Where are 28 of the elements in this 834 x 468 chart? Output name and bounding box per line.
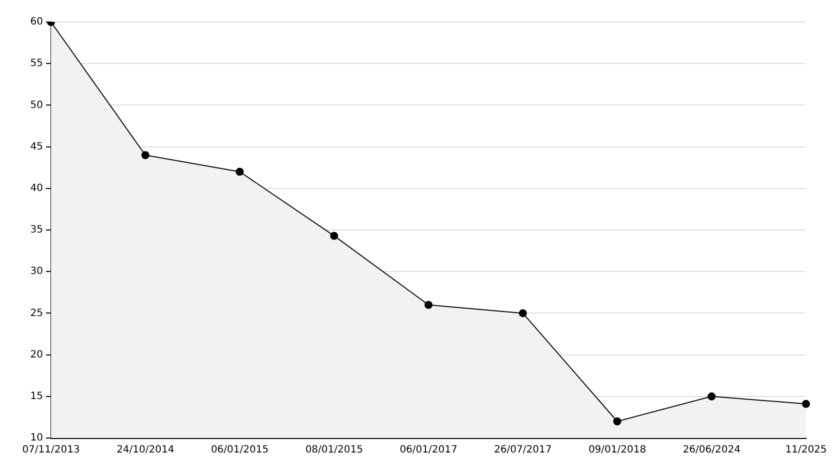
- x-tick-label: 06/01/2017: [400, 444, 458, 456]
- x-tick-label: 09/01/2018: [588, 444, 646, 456]
- point: [236, 168, 244, 176]
- y-tick-label: 55: [30, 58, 43, 70]
- y-tick-label: 45: [30, 141, 43, 152]
- point: [613, 417, 622, 426]
- x-tick-label: 07/11/2013: [22, 444, 80, 456]
- x-tick-label: 11/2025: [785, 444, 827, 456]
- y-tick-label: 15: [30, 390, 43, 402]
- y-tick-label: 60: [30, 16, 43, 28]
- y-tick-label: 20: [30, 349, 43, 360]
- y-tick-label: 50: [30, 100, 43, 111]
- y-tick-label: 10: [30, 432, 43, 444]
- point: [141, 151, 150, 160]
- point: [708, 392, 716, 400]
- x-tick-label: 08/01/2015: [305, 444, 363, 456]
- point: [424, 300, 432, 309]
- x-tick-label: 06/01/2015: [210, 444, 269, 456]
- y-tick-label: 25: [30, 308, 43, 319]
- point: [802, 400, 810, 408]
- y-tick-label: 40: [30, 182, 43, 194]
- y-tick-label: 30: [30, 266, 43, 278]
- y-tick-label: 35: [30, 224, 43, 236]
- x-tick-label: 26/07/2017: [494, 444, 552, 456]
- point: [518, 309, 527, 318]
- point: [330, 232, 338, 240]
- x-tick-label: 24/10/2014: [116, 444, 174, 456]
- x-tick-label: 26/06/2024: [682, 444, 740, 456]
